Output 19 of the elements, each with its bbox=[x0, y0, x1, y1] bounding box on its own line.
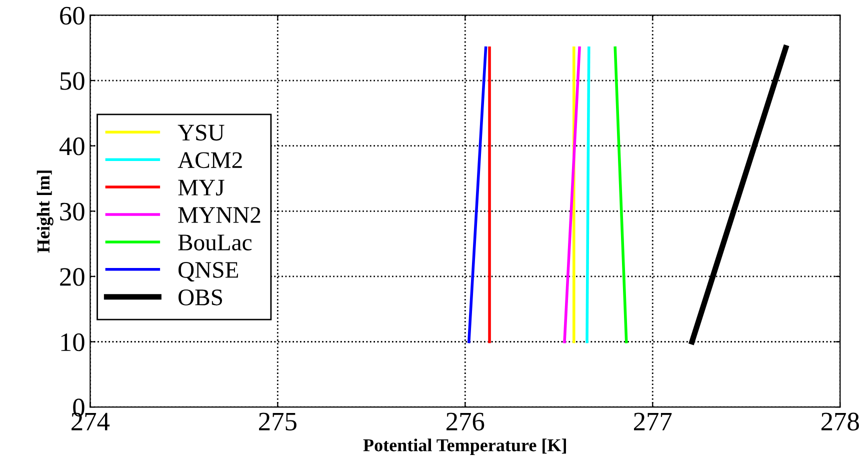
y-tick-label: 10 bbox=[61, 333, 84, 352]
legend-label: MYJ bbox=[178, 180, 224, 196]
x-tick-label: 278 bbox=[821, 412, 859, 430]
y-tick-label: 20 bbox=[60, 268, 84, 286]
legend-label: QNSE bbox=[178, 262, 238, 282]
legend-label: ACM2 bbox=[178, 152, 242, 168]
x-tick-label: 276 bbox=[446, 412, 484, 430]
x-tick-label: 275 bbox=[259, 412, 296, 430]
x-axis-title: Potential Temperature [K] bbox=[363, 438, 566, 456]
legend-label: BouLac bbox=[178, 234, 252, 250]
y-tick-label: 60 bbox=[60, 6, 84, 25]
legend-label: MYNN2 bbox=[178, 207, 260, 223]
legend-label: YSU bbox=[178, 124, 224, 141]
y-axis-title: Height [m] bbox=[36, 170, 54, 253]
x-tick-label: 277 bbox=[634, 412, 672, 430]
y-tick-label: 40 bbox=[59, 137, 84, 156]
y-tick-label: 50 bbox=[60, 72, 84, 90]
legend-label: OBS bbox=[178, 290, 222, 306]
y-tick-label: 30 bbox=[60, 202, 84, 221]
